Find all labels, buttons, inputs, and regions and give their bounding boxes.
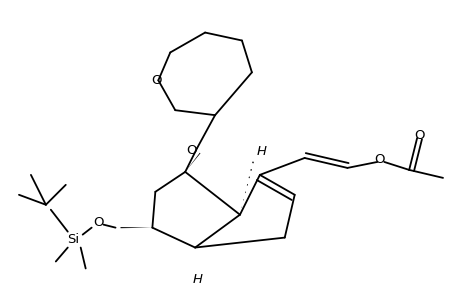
Polygon shape xyxy=(185,153,200,172)
Text: Si: Si xyxy=(67,233,78,246)
Text: O: O xyxy=(151,74,161,87)
Text: O: O xyxy=(185,143,196,157)
Polygon shape xyxy=(120,227,152,228)
Text: H: H xyxy=(256,146,266,158)
Text: O: O xyxy=(93,216,104,229)
Text: H: H xyxy=(192,273,202,286)
Text: O: O xyxy=(413,129,424,142)
Text: O: O xyxy=(373,154,384,166)
